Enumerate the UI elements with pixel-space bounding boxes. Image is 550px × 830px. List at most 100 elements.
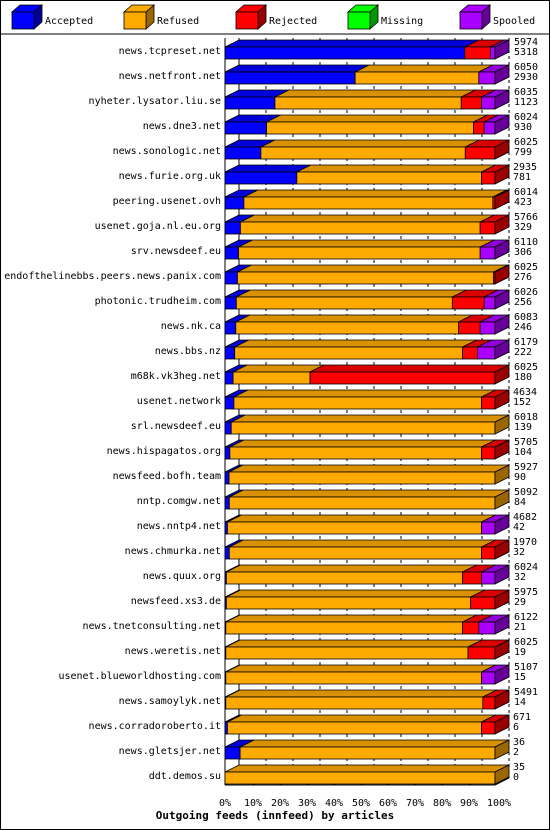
x-tick-label: 80% (433, 798, 451, 809)
bar-segment (224, 471, 230, 485)
bar-segment (483, 121, 496, 135)
accepted-label: 256 (514, 297, 532, 308)
bar-segment (462, 346, 478, 360)
bar-segment (235, 296, 453, 310)
total-label: 6025 (514, 362, 538, 373)
accepted-label: 329 (514, 222, 532, 233)
bar-segment (472, 121, 485, 135)
bar-segment-top (234, 339, 477, 348)
bar-segment (239, 221, 481, 235)
row-label: usenet.blueworldhosting.com (58, 671, 221, 682)
bar-segment-side (494, 114, 510, 135)
row-label: news.tcpreset.net (119, 46, 221, 57)
x-tick-label: 20% (271, 798, 289, 809)
accepted-label: 21 (514, 622, 526, 633)
total-label: 6179 (514, 337, 538, 348)
row-label: nyheter.lysator.liu.se (89, 96, 221, 107)
bar-segment-top (239, 739, 510, 748)
total-label: 5927 (514, 462, 538, 473)
bar-segment-side (494, 639, 510, 660)
accepted-label: 32 (514, 572, 526, 583)
bar-segment-top (224, 164, 311, 173)
bar-segment (224, 121, 267, 135)
total-label: 6024 (514, 562, 538, 573)
bar-segment-side (494, 289, 510, 310)
bar-segment (224, 271, 238, 285)
bar-segment (481, 96, 496, 110)
total-label: 4634 (513, 387, 537, 398)
x-tick-label: 50% (352, 798, 370, 809)
bar-segment (458, 321, 481, 335)
x-tick-label: 70% (406, 798, 424, 809)
bar-segment-side (494, 189, 510, 210)
row-label: news.tnetconsulting.net (83, 621, 221, 632)
row-label: news.sonologic.net (113, 146, 221, 157)
row-label: srl.newsdeef.eu (131, 421, 221, 432)
bar-segment-top (226, 589, 485, 598)
bar-segment (309, 371, 496, 385)
row-label: news.netfront.net (119, 71, 221, 82)
row-label: news.corradoroberto.it (89, 721, 221, 732)
total-label: 5107 (514, 662, 538, 673)
bar-segment-side (494, 39, 510, 60)
legend-label: Accepted (45, 16, 93, 27)
bar-segment (482, 696, 496, 710)
bar-segment (274, 96, 462, 110)
bar-segment-side (494, 314, 510, 335)
bar-segment (477, 346, 496, 360)
bar-segment (354, 71, 480, 85)
bar-segment-top (227, 514, 496, 523)
row-label: endofthelinebbs.peers.news.panix.com (4, 271, 221, 282)
bar-segment (232, 371, 311, 385)
total-label: 36 (513, 737, 525, 748)
bar-segment (481, 521, 496, 535)
row-label: news.furie.org.uk (119, 171, 221, 182)
bar-segment (227, 521, 482, 535)
total-label: 2935 (513, 162, 537, 173)
bar-segment (470, 596, 496, 610)
bar-segment-top (232, 364, 325, 373)
bar-segment (225, 671, 482, 685)
accepted-label: 2 (513, 747, 519, 758)
bar-segment (238, 246, 481, 260)
total-label: 5974 (514, 37, 538, 48)
x-tick-label: 90% (460, 798, 478, 809)
bar-segment (239, 746, 496, 760)
row-label: news.weretis.net (125, 646, 221, 657)
legend-swatch (235, 11, 259, 30)
bar-segment-side (494, 439, 510, 460)
bar-segment (479, 321, 496, 335)
bar-segment (224, 221, 241, 235)
bar-segment-top (224, 39, 479, 48)
bar-segment (237, 271, 495, 285)
bar-segment-top (229, 439, 496, 448)
bar-segment-side (494, 464, 510, 485)
row-label: news.gletsjer.net (119, 746, 221, 757)
bar-segment-side (494, 64, 510, 85)
bar-segment (224, 746, 241, 760)
total-label: 5491 (514, 687, 538, 698)
bar-segment (224, 196, 245, 210)
total-label: 6110 (514, 237, 538, 248)
bar-segment (481, 171, 496, 185)
bar-segment (460, 96, 482, 110)
row-label: news.nntp4.net (137, 521, 221, 532)
bar-segment-top (296, 164, 496, 173)
bar-segment (225, 646, 469, 660)
bar-segment (234, 346, 464, 360)
x-tick-label: 100% (487, 798, 511, 809)
bar-segment (224, 771, 496, 785)
total-label: 6018 (514, 412, 538, 423)
row-label: news.nk.ca (161, 321, 221, 332)
total-label: 6083 (514, 312, 538, 323)
bar-segment-side (494, 389, 510, 410)
bar-segment (225, 696, 484, 710)
accepted-label: 5318 (514, 47, 538, 58)
bar-segment-side (494, 139, 510, 160)
bar-segment-side (494, 239, 510, 260)
accepted-label: 139 (514, 422, 532, 433)
accepted-label: 222 (514, 347, 532, 358)
accepted-label: 306 (514, 247, 532, 258)
bar-segment-top (235, 314, 473, 323)
